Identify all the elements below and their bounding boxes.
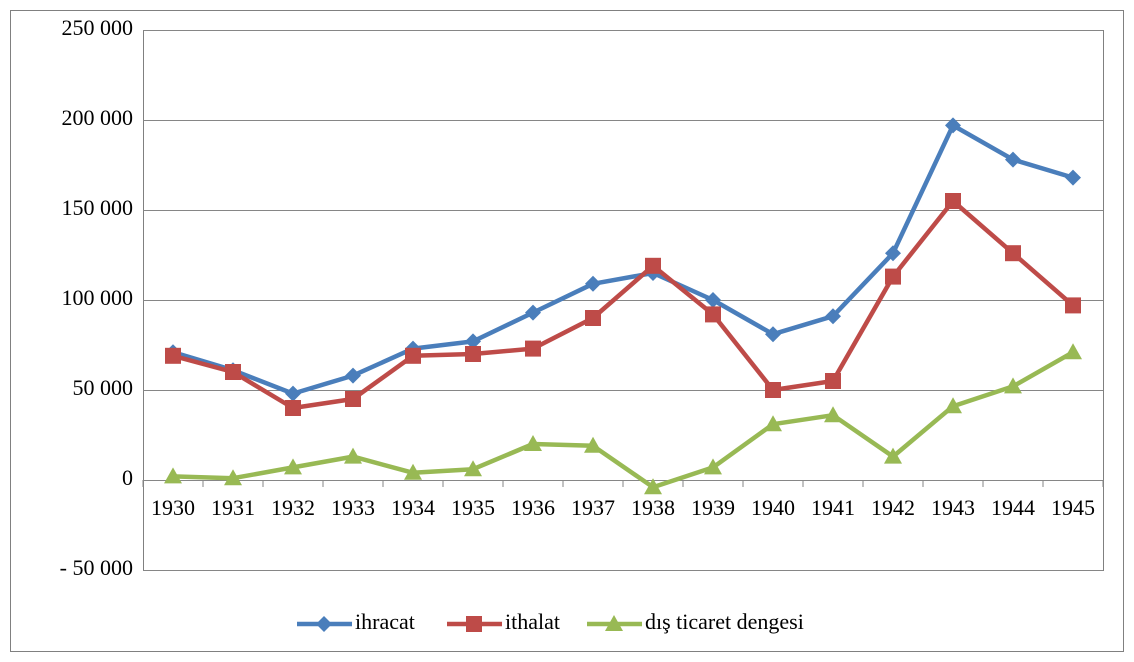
x-tick-label: 1935 bbox=[451, 495, 495, 520]
marker bbox=[605, 615, 623, 631]
marker bbox=[1004, 377, 1022, 394]
x-tick-label: 1945 bbox=[1051, 495, 1095, 520]
series-line bbox=[172, 123, 1074, 396]
x-tick-label: 1937 bbox=[571, 495, 615, 520]
legend-label: dış ticaret dengesi bbox=[645, 609, 804, 634]
legend-label: ihracat bbox=[355, 609, 415, 634]
marker bbox=[525, 340, 541, 357]
marker bbox=[1064, 343, 1082, 360]
marker bbox=[885, 268, 901, 285]
marker bbox=[1065, 169, 1081, 186]
marker bbox=[885, 245, 901, 262]
marker bbox=[466, 616, 482, 632]
marker bbox=[1065, 297, 1081, 314]
x-tick-label: 1940 bbox=[751, 495, 795, 520]
marker bbox=[224, 469, 242, 486]
marker bbox=[645, 257, 661, 274]
marker bbox=[465, 346, 481, 362]
marker bbox=[825, 373, 841, 389]
x-tick-label: 1941 bbox=[811, 495, 855, 520]
marker bbox=[825, 308, 841, 325]
marker bbox=[525, 304, 541, 321]
marker bbox=[1005, 151, 1021, 168]
y-tick-label: 50 000 bbox=[73, 375, 134, 400]
x-tick-label: 1942 bbox=[871, 495, 915, 520]
x-tick-label: 1939 bbox=[691, 495, 735, 520]
marker bbox=[284, 458, 302, 475]
marker bbox=[585, 275, 601, 292]
legend-label: ithalat bbox=[505, 609, 560, 634]
series-line bbox=[172, 198, 1075, 411]
y-tick-label: 150 000 bbox=[62, 195, 134, 220]
marker bbox=[345, 367, 361, 384]
x-tick-label: 1930 bbox=[151, 495, 195, 520]
marker bbox=[524, 435, 542, 451]
marker bbox=[705, 306, 721, 323]
y-tick-label: 0 bbox=[122, 465, 133, 490]
marker bbox=[404, 463, 422, 480]
marker bbox=[944, 397, 962, 414]
marker bbox=[465, 333, 481, 350]
marker bbox=[344, 447, 362, 464]
x-tick-label: 1936 bbox=[511, 495, 555, 520]
x-tick-label: 1932 bbox=[271, 495, 315, 520]
marker bbox=[705, 292, 721, 308]
y-tick-label: - 50 000 bbox=[60, 555, 133, 580]
marker bbox=[584, 436, 602, 453]
y-tick-label: 100 000 bbox=[62, 285, 134, 310]
marker bbox=[1005, 245, 1021, 262]
x-tick-label: 1938 bbox=[631, 495, 675, 520]
marker bbox=[285, 400, 301, 416]
marker bbox=[585, 310, 601, 326]
marker bbox=[945, 117, 961, 134]
marker bbox=[405, 347, 421, 364]
marker bbox=[884, 447, 902, 464]
x-tick-label: 1934 bbox=[391, 495, 435, 520]
marker bbox=[345, 391, 361, 407]
x-tick-label: 1933 bbox=[331, 495, 375, 520]
marker bbox=[824, 406, 842, 423]
marker bbox=[464, 460, 482, 477]
y-tick-label: 200 000 bbox=[62, 105, 134, 130]
y-tick-label: 250 000 bbox=[62, 15, 134, 40]
marker bbox=[165, 347, 181, 364]
marker bbox=[704, 458, 722, 475]
marker bbox=[644, 478, 662, 495]
marker bbox=[225, 364, 241, 380]
marker bbox=[164, 467, 182, 484]
x-tick-label: 1931 bbox=[211, 495, 255, 520]
marker bbox=[316, 616, 332, 632]
marker bbox=[285, 385, 301, 402]
marker bbox=[945, 193, 961, 209]
marker bbox=[764, 415, 782, 432]
x-tick-label: 1944 bbox=[991, 495, 1035, 520]
series-line bbox=[172, 350, 1075, 490]
marker bbox=[765, 382, 781, 398]
marker bbox=[765, 326, 781, 343]
x-tick-label: 1943 bbox=[931, 495, 975, 520]
